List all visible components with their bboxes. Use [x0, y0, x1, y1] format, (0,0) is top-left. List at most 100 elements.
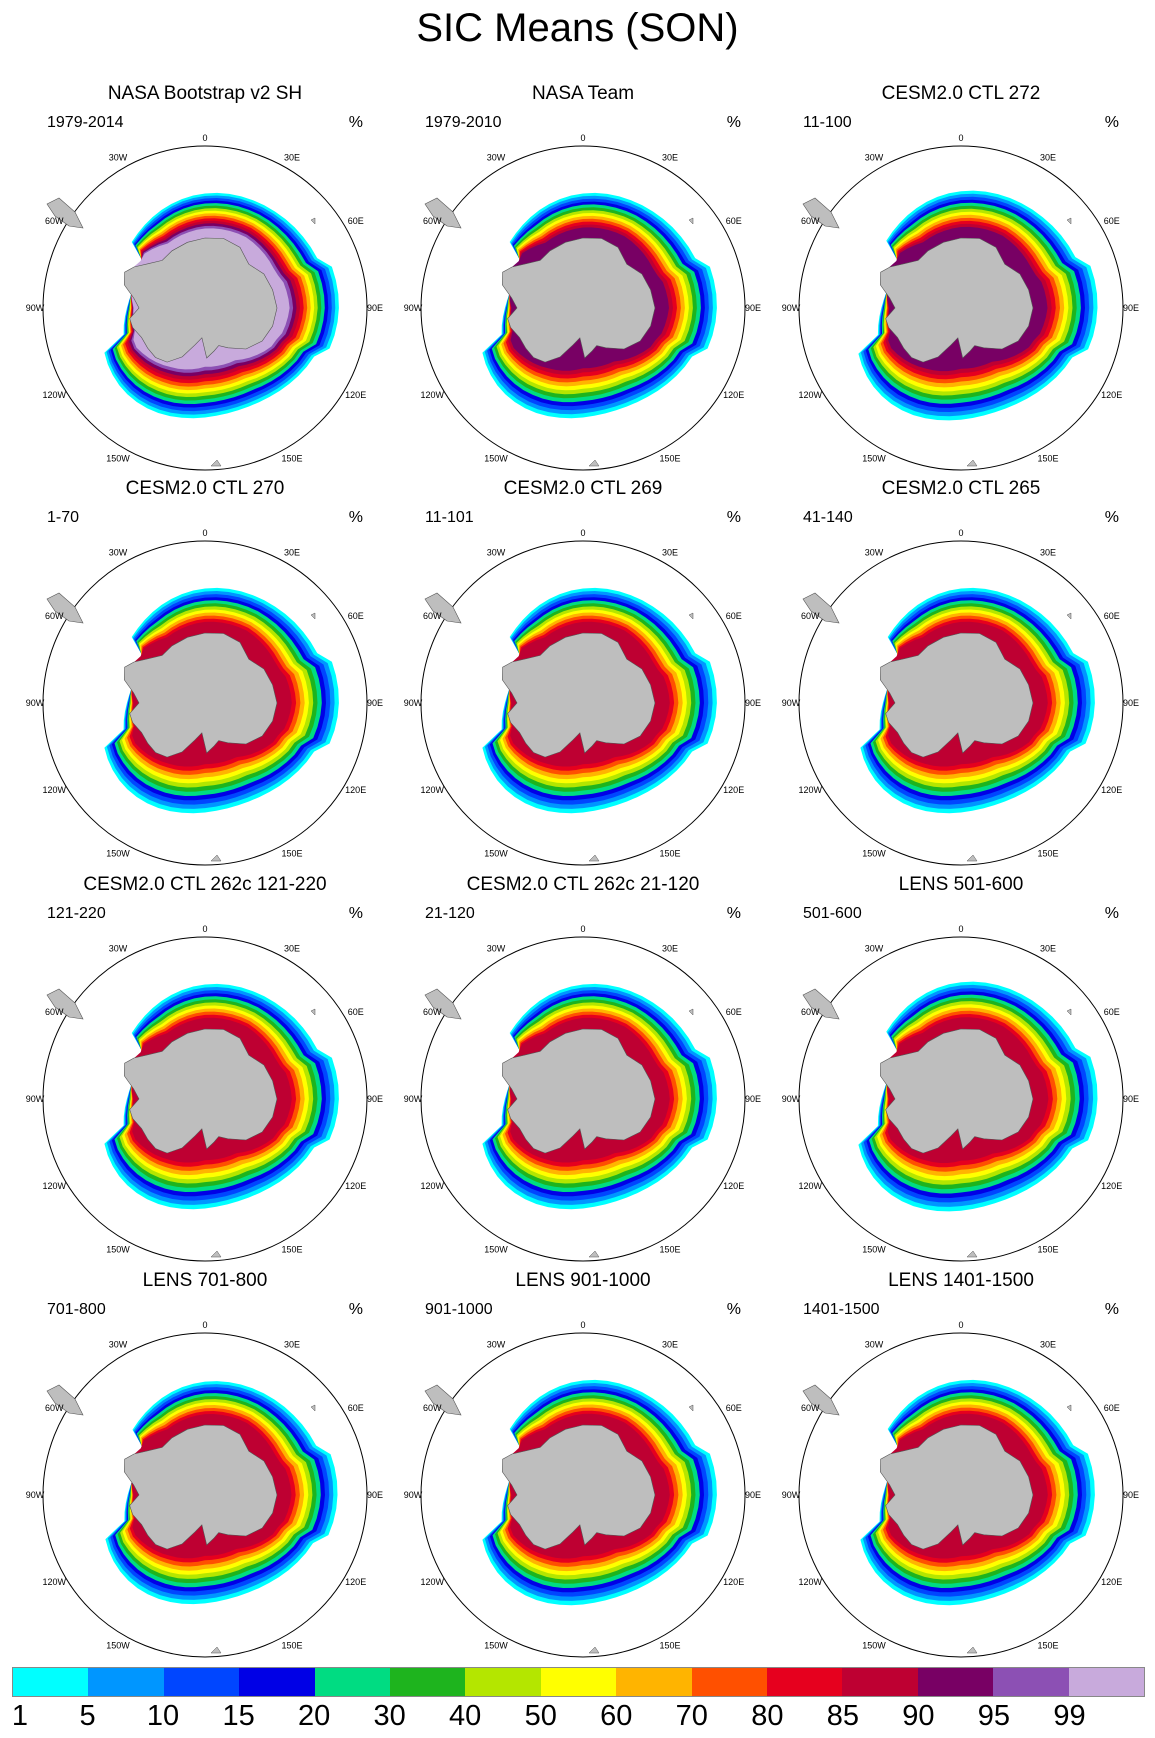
longitude-label: 90W: [26, 698, 45, 708]
polar-map: 030E60E90E120E150E180150W120W90W60W30W: [26, 924, 383, 1262]
longitude-label: 90E: [1123, 1490, 1139, 1500]
longitude-label: 120W: [799, 785, 823, 795]
south-america-land: [802, 197, 840, 229]
longitude-label: 120E: [1101, 785, 1122, 795]
south-america-land: [46, 1384, 84, 1416]
longitude-label: 90E: [1123, 1094, 1139, 1104]
longitude-label: 120E: [723, 1181, 744, 1191]
longitude-label: 90W: [26, 1490, 45, 1500]
panel-title: CESM2.0 CTL 262c 21-120: [466, 874, 700, 895]
longitude-label: 60E: [348, 1007, 364, 1017]
colorbar: [12, 1667, 1145, 1697]
colorbar-swatch: [540, 1668, 617, 1696]
map-content: [46, 192, 339, 467]
panel-title: LENS 701-800: [142, 1270, 268, 1291]
longitude-label: 30W: [109, 1339, 128, 1349]
island-land: [966, 854, 978, 862]
antarctica-land: [501, 237, 656, 363]
panel-period: 21-120: [425, 905, 475, 922]
longitude-label: 30W: [865, 1339, 884, 1349]
panel-unit: %: [726, 114, 741, 131]
antarctica-land: [879, 1424, 1034, 1550]
longitude-label: 120W: [43, 390, 67, 400]
longitude-label: 60W: [801, 216, 820, 226]
longitude-label: 0: [202, 133, 207, 143]
map-panel: LENS 901-1000 901-1000% 0 30E 60E 90E 120E 150E…: [403, 1269, 763, 1659]
colorbar-label: 90: [902, 1700, 935, 1732]
panel-unit: %: [726, 905, 741, 922]
panel-period: 901-1000: [425, 1301, 493, 1318]
longitude-label: 60E: [348, 1403, 364, 1413]
longitude-label: 60E: [1104, 1403, 1120, 1413]
longitude-label: 150E: [281, 454, 302, 464]
longitude-label: 30W: [487, 943, 506, 953]
panel-unit: %: [348, 905, 363, 922]
longitude-label: 90E: [1123, 303, 1139, 313]
longitude-label: 30E: [1040, 152, 1056, 162]
map-panel: NASA Team1979-2010%030E60E90E120E150E180…: [403, 82, 763, 472]
longitude-label: 60W: [45, 611, 64, 621]
longitude-label: 120W: [421, 390, 445, 400]
longitude-label: 150W: [862, 849, 886, 859]
longitude-label: 60W: [45, 1007, 64, 1017]
longitude-label: 60E: [726, 216, 742, 226]
polar-map: 030E60E90E120E150E180150W120W90W60W30W: [404, 528, 761, 866]
map-content: [802, 1379, 1095, 1654]
polar-map: 030E60E90E120E150E180150W120W90W60W30W: [404, 133, 761, 471]
longitude-label: 0: [580, 924, 585, 934]
longitude-label: 60E: [1104, 1007, 1120, 1017]
longitude-label: 90W: [26, 1094, 45, 1104]
island-land: [1066, 1404, 1072, 1412]
polar-map: 030E60E90E120E150E180150W120W90W60W30W: [26, 1320, 383, 1658]
island-land: [310, 1008, 316, 1016]
island-land: [210, 1250, 222, 1258]
antarctica-land: [501, 632, 656, 758]
longitude-label: 120W: [799, 1181, 823, 1191]
longitude-label: 60W: [801, 1007, 820, 1017]
colorbar-swatch: [1068, 1668, 1145, 1696]
colorbar-swatch: [767, 1668, 843, 1696]
south-america-land: [46, 197, 84, 229]
longitude-label: 0: [958, 528, 963, 538]
longitude-label: 150W: [106, 454, 130, 464]
panel-unit: %: [348, 509, 363, 526]
longitude-label: 150E: [1037, 849, 1058, 859]
longitude-label: 120W: [799, 1577, 823, 1587]
panel-unit: %: [726, 1301, 741, 1318]
longitude-label: 120W: [43, 1181, 67, 1191]
south-america-land: [424, 592, 462, 624]
colorbar-label: 50: [524, 1700, 557, 1732]
map-content: [802, 981, 1098, 1258]
longitude-label: 30W: [865, 943, 884, 953]
longitude-label: 30E: [284, 547, 300, 557]
longitude-label: 90E: [1123, 698, 1139, 708]
island-land: [210, 459, 222, 467]
polar-map: 030E60E90E120E150E180150W120W90W60W30W: [782, 1320, 1139, 1658]
panel-unit: %: [1104, 509, 1119, 526]
panel-period: 11-100: [803, 114, 852, 131]
antarctica-land: [879, 237, 1034, 363]
longitude-label: 60E: [1104, 611, 1120, 621]
longitude-label: 150E: [281, 1641, 302, 1651]
longitude-label: 150W: [106, 1245, 130, 1255]
colorbar-label: 10: [146, 1700, 180, 1732]
island-land: [310, 612, 316, 620]
panel-title: CESM2.0 CTL 269: [503, 478, 663, 499]
longitude-label: 90W: [782, 1490, 801, 1500]
longitude-label: 0: [580, 1320, 585, 1330]
longitude-label: 60W: [45, 216, 64, 226]
map-content: [424, 1379, 717, 1654]
longitude-label: 150E: [1037, 454, 1058, 464]
island-land: [688, 1404, 694, 1412]
longitude-label: 150E: [1037, 1641, 1058, 1651]
longitude-label: 0: [202, 924, 207, 934]
map-content: [46, 983, 339, 1258]
longitude-label: 150W: [484, 454, 508, 464]
map-content: [802, 190, 1098, 467]
longitude-label: 30E: [284, 152, 300, 162]
longitude-label: 90W: [26, 303, 45, 313]
longitude-label: 120E: [345, 1577, 366, 1587]
longitude-label: 30E: [662, 943, 678, 953]
panel-unit: %: [726, 509, 741, 526]
longitude-label: 150W: [484, 849, 508, 859]
